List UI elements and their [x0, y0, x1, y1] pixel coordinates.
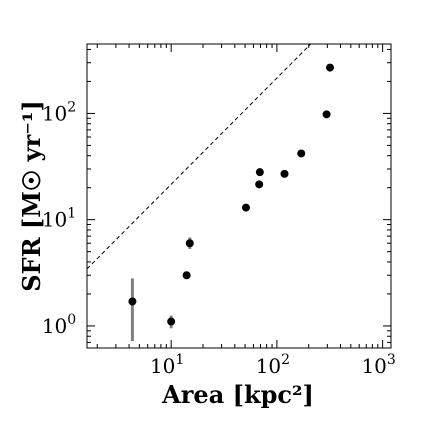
data-point	[128, 297, 137, 306]
y-axis-label: SFR [M☉ yr⁻¹]	[17, 100, 46, 292]
data-point	[326, 63, 335, 72]
plot-area: 101 102 103 100 101 102	[42, 43, 396, 378]
x-tick-label: 101	[150, 352, 184, 378]
data-point	[167, 317, 176, 326]
data-point	[322, 110, 331, 119]
x-axis-label: Area [kpc²]	[161, 380, 314, 409]
data-point	[241, 203, 250, 212]
data-point	[185, 239, 194, 248]
data-point	[280, 169, 289, 178]
data-point	[255, 168, 264, 177]
y-tick-label: 101	[42, 206, 76, 232]
plot-frame	[86, 43, 392, 349]
y-tick-label: 100	[42, 312, 76, 338]
x-tick-label: 103	[361, 352, 395, 378]
data-point	[255, 180, 264, 189]
data-point	[297, 149, 306, 158]
x-tick-label: 102	[256, 352, 290, 378]
reference-line	[87, 44, 312, 270]
y-tick-label: 102	[42, 99, 76, 125]
data-point	[182, 271, 191, 280]
